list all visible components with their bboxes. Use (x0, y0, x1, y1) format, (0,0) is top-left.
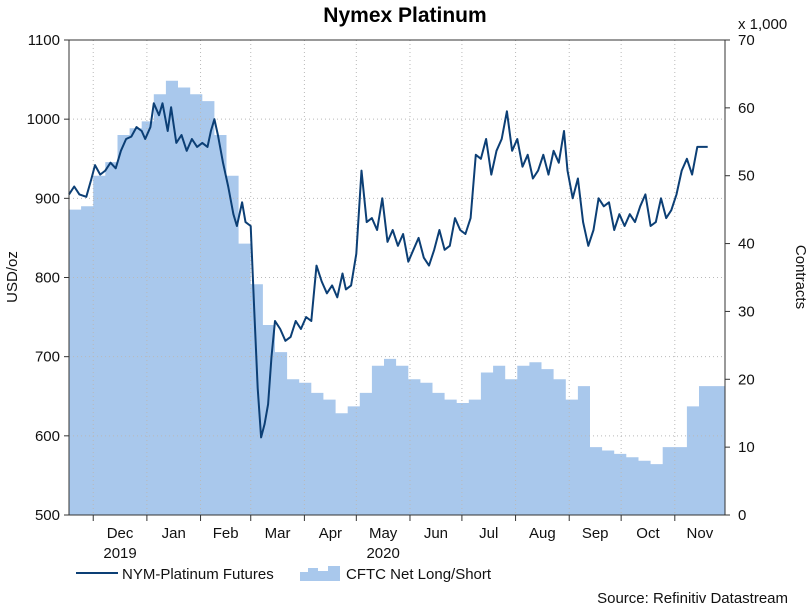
x-month-label: Dec (107, 525, 134, 542)
left-axis-label: USD/oz (4, 251, 21, 303)
right-tick-label: 0 (738, 507, 746, 524)
x-month-label: Oct (636, 525, 660, 542)
left-tick-label: 500 (35, 507, 60, 524)
right-tick-label: 10 (738, 439, 755, 456)
x-month-label: Mar (265, 525, 291, 542)
x-month-label: Feb (213, 525, 239, 542)
right-axis-multiplier: x 1,000 (738, 16, 787, 33)
platinum-line-layer (68, 102, 708, 439)
legend: NYM-Platinum Futures CFTC Net Long/Short (76, 566, 492, 583)
left-tick-label: 600 (35, 428, 60, 445)
x-month-label: Aug (529, 525, 556, 542)
x-year-label: 2020 (366, 545, 399, 562)
right-tick-label: 30 (738, 303, 755, 320)
right-axis-label: Contracts (792, 245, 809, 309)
left-axis-ticks: 500 600 700 800 900 1000 1100 (27, 32, 69, 524)
x-axis-ticks: Dec 2019 Jan Feb Mar Apr May 2020 Jun Jul Aug Sep Oc… (92, 515, 714, 562)
legend-area-swatch (300, 566, 340, 581)
right-tick-label: 60 (738, 100, 755, 117)
left-tick-label: 700 (35, 349, 60, 366)
legend-label-cftc: CFTC Net Long/Short (346, 566, 492, 583)
cftc-area-layer (69, 80, 725, 515)
left-tick-label: 1100 (28, 32, 60, 49)
x-month-label: Jan (162, 525, 186, 542)
x-year-label: 2019 (103, 545, 136, 562)
grid-layer (69, 40, 725, 515)
right-axis-ticks: 0 10 20 30 40 50 60 70 (725, 32, 755, 524)
x-month-label: Nov (687, 525, 714, 542)
right-tick-label: 20 (738, 371, 755, 388)
right-tick-label: 70 (738, 32, 755, 49)
x-month-label: Jun (424, 525, 448, 542)
left-tick-label: 900 (35, 190, 60, 207)
x-month-label: Sep (582, 525, 609, 542)
x-month-label: Apr (319, 525, 342, 542)
plot-area (68, 39, 726, 516)
right-tick-label: 40 (738, 236, 755, 253)
right-tick-label: 50 (738, 168, 755, 185)
platinum-line (68, 102, 708, 439)
x-month-label: Jul (479, 525, 498, 542)
legend-label-platinum: NYM-Platinum Futures (122, 566, 274, 583)
left-tick-label: 800 (35, 270, 60, 287)
left-tick-label: 1000 (27, 111, 60, 128)
x-month-label: May (369, 525, 398, 542)
source-note: Source: Refinitiv Datastream (597, 590, 788, 604)
cftc-area (69, 80, 725, 515)
chart-title: Nymex Platinum (323, 4, 486, 27)
